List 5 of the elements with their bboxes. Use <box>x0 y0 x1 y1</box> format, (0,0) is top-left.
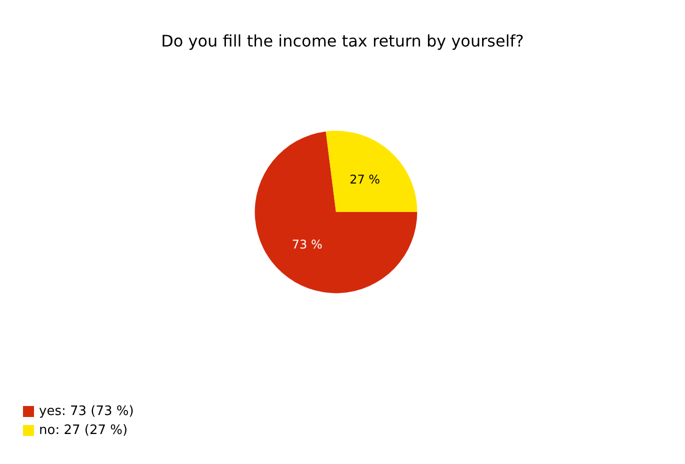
chart-title: Do you fill the income tax return by yourself? <box>161 32 524 50</box>
legend-label: no: 27 (27 %) <box>39 423 128 438</box>
data-label: 73 % <box>292 238 322 252</box>
data-label: 27 % <box>350 172 380 186</box>
legend-label: yes: 73 (73 %) <box>39 404 134 419</box>
